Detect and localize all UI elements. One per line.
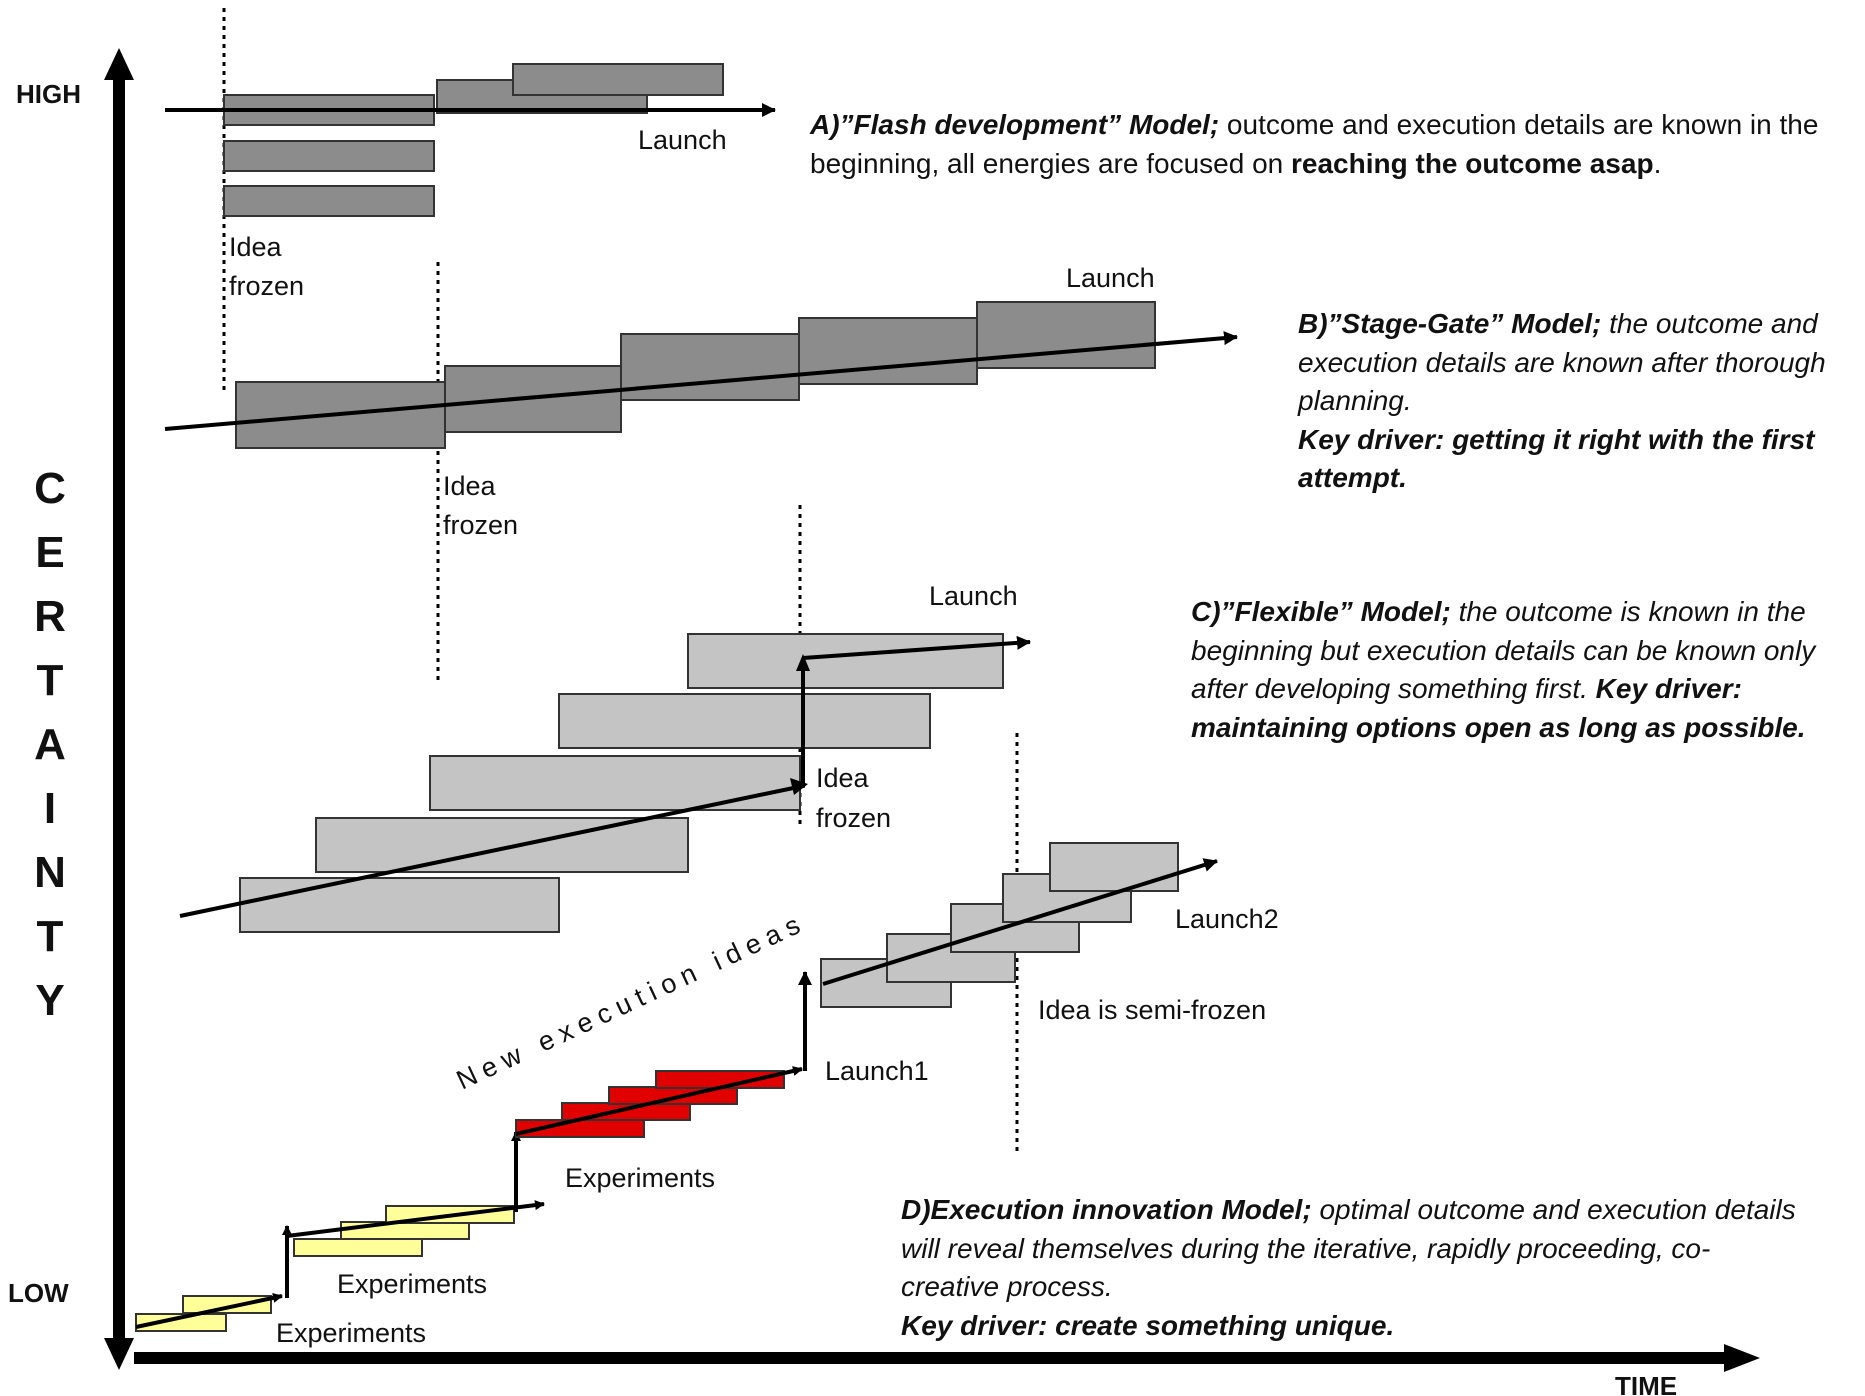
- launch2-label: Launch2: [1175, 904, 1279, 934]
- progress-arrow: [515, 1066, 803, 1136]
- model-c-flexible: Launch Idea frozen: [179, 505, 1031, 933]
- key-driver-text: attempt.: [1298, 462, 1407, 493]
- description-line: D)Execution innovation Model; optimal ou…: [901, 1191, 1796, 1230]
- y-high-label: HIGH: [16, 79, 81, 109]
- description-line: C)”Flexible” Model; the outcome is known…: [1191, 593, 1815, 632]
- description-line: B)”Stage-Gate” Model; the outcome and: [1298, 305, 1826, 344]
- experiments-label: Experiments: [276, 1318, 426, 1348]
- model-b-stage-gate: Launch Idea frozen: [164, 262, 1238, 680]
- axes: HIGH LOW TIME C E R T A I N T Y: [8, 48, 1760, 1396]
- description-emphasis: reaching the outcome asap: [1291, 147, 1654, 179]
- description-text: will reveal themselves during the iterat…: [901, 1232, 1711, 1264]
- stage-box: [223, 185, 435, 217]
- description-text: the outcome is known in the: [1450, 596, 1806, 627]
- progress-arrow: [286, 1200, 545, 1238]
- y-axis-arrow-up: [104, 48, 134, 80]
- option-box: [558, 693, 931, 749]
- option-box: [429, 755, 801, 811]
- description-text: beginning but execution details can be k…: [1191, 634, 1816, 666]
- option-box: [239, 877, 560, 933]
- description-line: beginning, all energies are focused on r…: [810, 145, 1818, 184]
- description-line: A)”Flash development” Model; outcome and…: [810, 106, 1818, 145]
- description-text: planning.: [1298, 385, 1412, 416]
- description-text: execution details are known after thorou…: [1298, 346, 1826, 378]
- y-title-letter: Y: [35, 976, 64, 1025]
- description-title: C)”Flexible” Model;: [1191, 596, 1451, 627]
- option-box: [315, 817, 689, 873]
- description-text: optimal outcome and execution details: [1311, 1194, 1796, 1225]
- description-text: after developing something first.: [1191, 673, 1596, 704]
- key-driver-text: : getting it right with the first: [1434, 423, 1815, 455]
- experiments-label: Experiments: [565, 1163, 715, 1193]
- description-title: D)Execution innovation Model;: [901, 1194, 1312, 1225]
- key-driver-text: Key driver: create something unique.: [901, 1309, 1395, 1341]
- idea-frozen-label: frozen: [443, 510, 518, 540]
- launch-label: Launch: [929, 581, 1018, 611]
- y-title-letter: C: [34, 464, 66, 513]
- experiment-box: [182, 1295, 272, 1314]
- description-text: outcome and execution details are known …: [1219, 109, 1819, 140]
- y-title-letter: T: [37, 912, 64, 961]
- new-execution-ideas-label: New execution ideas: [452, 907, 811, 1096]
- y-title-letter: A: [34, 720, 66, 769]
- description-title: A)”Flash development” Model;: [810, 109, 1220, 140]
- key-driver-label: Key driver:: [1595, 673, 1742, 704]
- model-a-flash-development: Launch Idea frozen: [165, 8, 776, 392]
- description-text: the outcome and: [1601, 308, 1818, 339]
- stage-box: [512, 63, 724, 96]
- launch-label: Launch: [638, 125, 727, 155]
- y-title-letter: T: [37, 656, 64, 705]
- experiment-box: [135, 1313, 227, 1332]
- description-line: Key driver: getting it right with the fi…: [1298, 421, 1826, 460]
- launch1-label: Launch1: [825, 1056, 929, 1086]
- idea-frozen-label: Idea: [229, 232, 283, 262]
- key-driver-label: Key driver: [1298, 423, 1435, 455]
- model-c-description: C)”Flexible” Model; the outcome is known…: [1191, 593, 1815, 747]
- description-text: beginning, all energies are focused on: [810, 147, 1292, 179]
- y-title-letter: I: [44, 784, 56, 833]
- model-d-description: D)Execution innovation Model; optimal ou…: [901, 1191, 1796, 1345]
- progress-arrow: [135, 1292, 283, 1329]
- description-text: creative process.: [901, 1271, 1113, 1302]
- description-line: after developing something first. Key dr…: [1191, 670, 1815, 709]
- y-axis-title: C E R T A I N T Y: [34, 464, 66, 1025]
- stage-box: [620, 333, 800, 401]
- y-title-letter: R: [34, 592, 66, 641]
- launch-label: Launch: [1066, 263, 1155, 293]
- y-title-letter: N: [34, 848, 66, 897]
- model-a-description: A)”Flash development” Model; outcome and…: [810, 106, 1818, 183]
- progress-arrow: [822, 858, 1218, 986]
- y-low-label: LOW: [8, 1278, 69, 1308]
- y-title-letter: E: [35, 528, 64, 577]
- experiments-label: Experiments: [337, 1269, 487, 1299]
- idea-frozen-label: Idea: [816, 763, 870, 793]
- arrowhead: [796, 654, 810, 671]
- stage-box: [223, 140, 435, 172]
- idea-frozen-label: frozen: [816, 803, 891, 833]
- experiment-box: [293, 1238, 423, 1257]
- key-driver-text: maintaining options open as long as poss…: [1191, 711, 1806, 743]
- iteration-box: [1049, 842, 1179, 892]
- model-b-description: B)”Stage-Gate” Model; the outcome and ex…: [1298, 305, 1826, 498]
- experiment-box: [340, 1221, 470, 1240]
- description-text: .: [1653, 147, 1662, 179]
- arrowhead: [790, 778, 808, 795]
- semi-frozen-label: Idea is semi-frozen: [1038, 995, 1266, 1025]
- description-title: B)”Stage-Gate” Model;: [1298, 308, 1602, 339]
- progress-arrow: [802, 635, 1031, 660]
- x-axis-label: TIME: [1615, 1371, 1677, 1396]
- option-box: [687, 633, 1004, 689]
- progress-arrow: [164, 331, 1238, 431]
- idea-frozen-label: Idea: [443, 471, 497, 501]
- y-axis-arrow-down: [104, 1338, 134, 1370]
- x-axis-arrow: [1724, 1344, 1760, 1372]
- idea-frozen-label: frozen: [229, 271, 304, 301]
